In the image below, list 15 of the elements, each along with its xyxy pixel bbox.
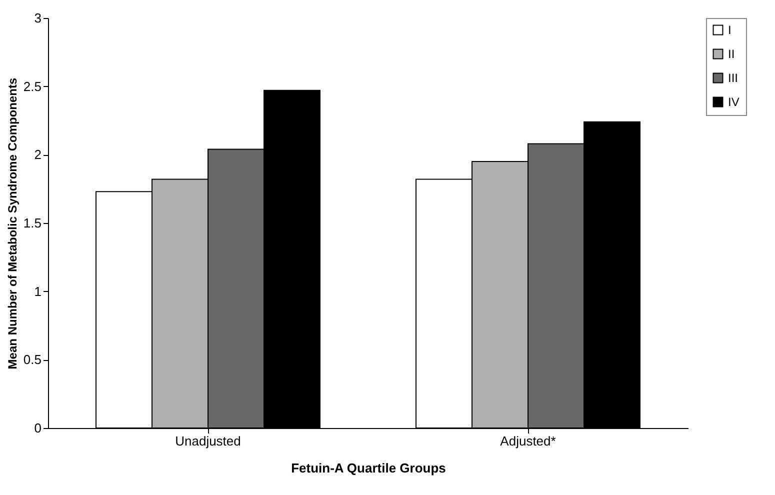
y-axis-title: Mean Number of Metabolic Syndrome Components: [5, 78, 20, 370]
x-axis-title: Fetuin-A Quartile Groups: [291, 460, 446, 476]
y-tick-label: 0: [34, 420, 42, 436]
legend-label: III: [728, 71, 738, 85]
x-tick-label: Unadjusted: [175, 434, 241, 448]
y-tick-label: 3: [34, 10, 42, 26]
legend-label: II: [728, 47, 735, 61]
x-tick-label: Adjusted*: [500, 434, 556, 448]
y-tick-label: 2: [34, 147, 42, 162]
y-tick-label: 1: [34, 284, 42, 299]
y-tick-label: 0.5: [23, 352, 42, 368]
y-tick-label: 2.5: [23, 78, 42, 94]
y-tick-label: 1.5: [23, 216, 42, 230]
legend-label: I: [728, 23, 732, 37]
legend-label: IV: [728, 95, 740, 109]
